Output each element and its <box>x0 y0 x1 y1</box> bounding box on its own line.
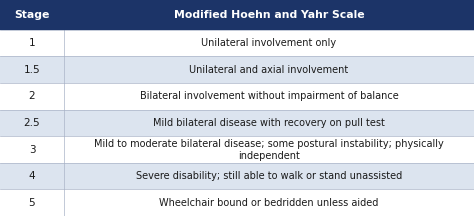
Text: 2: 2 <box>29 91 35 101</box>
Bar <box>0 163 474 189</box>
Bar <box>0 136 474 163</box>
Text: Stage: Stage <box>14 10 50 20</box>
Text: Mild bilateral disease with recovery on pull test: Mild bilateral disease with recovery on … <box>153 118 385 128</box>
Text: 3: 3 <box>29 145 35 154</box>
Text: 2.5: 2.5 <box>24 118 40 128</box>
Text: 1.5: 1.5 <box>24 65 40 75</box>
Text: Wheelchair bound or bedridden unless aided: Wheelchair bound or bedridden unless aid… <box>159 198 379 208</box>
Text: 1: 1 <box>29 38 35 48</box>
Bar <box>0 30 474 56</box>
Bar <box>0 189 474 216</box>
Bar <box>0 0 474 30</box>
Text: Severe disability; still able to walk or stand unassisted: Severe disability; still able to walk or… <box>136 171 402 181</box>
Text: Unilateral involvement only: Unilateral involvement only <box>201 38 337 48</box>
Text: Mild to moderate bilateral disease; some postural instability; physically
indepe: Mild to moderate bilateral disease; some… <box>94 138 444 160</box>
Text: Bilateral involvement without impairment of balance: Bilateral involvement without impairment… <box>140 91 398 101</box>
Text: 4: 4 <box>29 171 35 181</box>
Text: Modified Hoehn and Yahr Scale: Modified Hoehn and Yahr Scale <box>173 10 365 20</box>
Bar <box>0 83 474 110</box>
Text: Unilateral and axial involvement: Unilateral and axial involvement <box>190 65 348 75</box>
Bar <box>0 56 474 83</box>
Text: 5: 5 <box>29 198 35 208</box>
Bar <box>0 110 474 136</box>
